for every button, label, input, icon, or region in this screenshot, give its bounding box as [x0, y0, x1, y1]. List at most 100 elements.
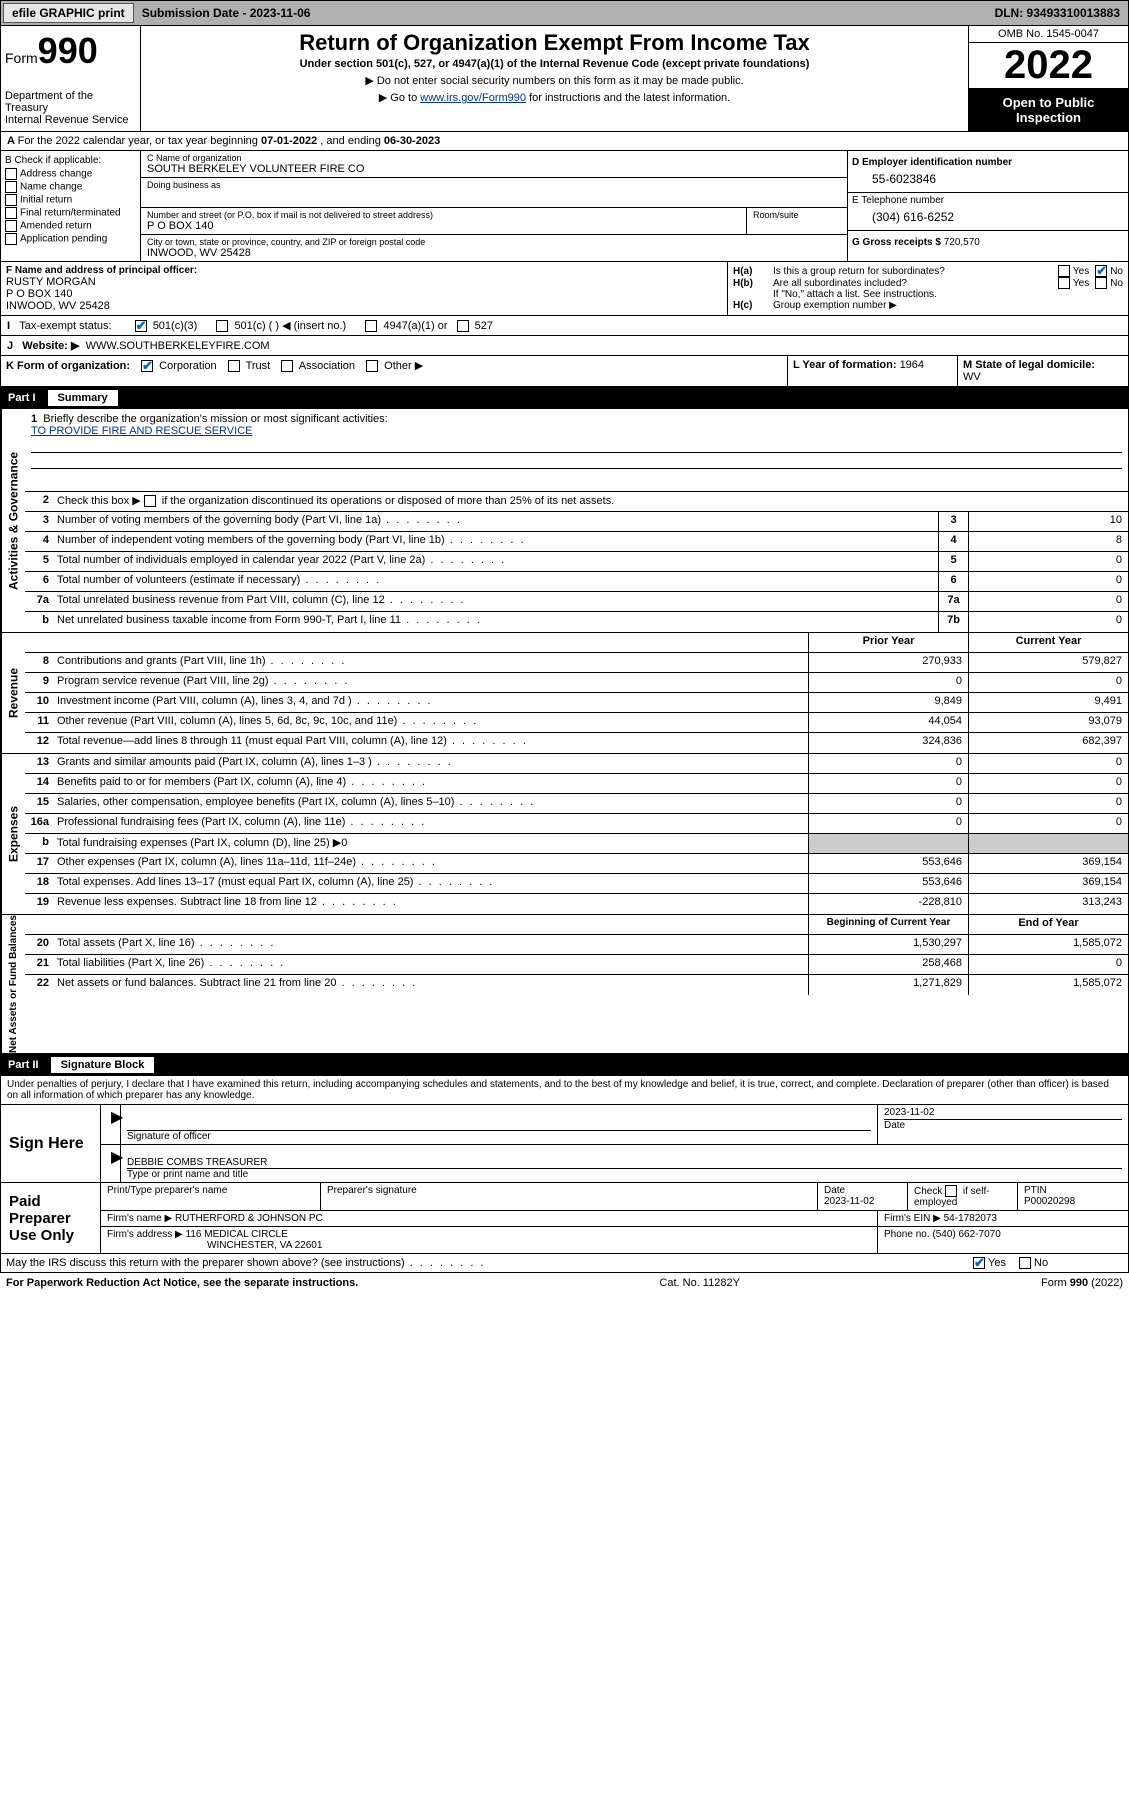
check-corp[interactable]	[141, 360, 153, 372]
line-k-formorg: K Form of organization: Corporation Trus…	[1, 356, 788, 386]
form-header: Form990 Department of the Treasury Inter…	[0, 26, 1129, 132]
part2-title: Signature Block	[51, 1057, 155, 1073]
check-initial-return[interactable]: Initial return	[5, 194, 136, 206]
block-revenue: Revenue Prior Year Current Year 8Contrib…	[0, 633, 1129, 754]
hb-no: No	[1110, 278, 1123, 289]
firm-phone-value: (540) 662-7070	[932, 1229, 1000, 1240]
may-irs-yes-check[interactable]	[973, 1257, 985, 1269]
check-trust[interactable]	[228, 360, 240, 372]
exp-row: bTotal fundraising expenses (Part IX, co…	[25, 834, 1128, 854]
firm-addr2: WINCHESTER, VA 22601	[107, 1240, 322, 1251]
rev-row: 11Other revenue (Part VIII, column (A), …	[25, 713, 1128, 733]
form-title-cell: Return of Organization Exempt From Incom…	[141, 26, 968, 131]
street-field: Number and street (or P.O. box if mail i…	[141, 208, 847, 235]
phone-value: (304) 616-6252	[852, 206, 1124, 228]
tax-year: 2022	[969, 43, 1128, 89]
line-a-taxyear: A For the 2022 calendar year, or tax yea…	[0, 132, 1129, 151]
check-discontinued[interactable]	[144, 495, 156, 507]
l-value: 1964	[900, 359, 924, 371]
may-irs-no-check[interactable]	[1019, 1257, 1031, 1269]
footer-left: For Paperwork Reduction Act Notice, see …	[6, 1277, 358, 1289]
part1-title: Summary	[48, 390, 118, 406]
rev-row: 8Contributions and grants (Part VIII, li…	[25, 653, 1128, 673]
exp-row: 16aProfessional fundraising fees (Part I…	[25, 814, 1128, 834]
hb-yes-check[interactable]	[1058, 277, 1070, 289]
phone-label: E Telephone number	[852, 195, 1124, 206]
form-number: 990	[38, 30, 98, 71]
check-assoc[interactable]	[281, 360, 293, 372]
net-header-row: Beginning of Current Year End of Year	[25, 915, 1128, 935]
block-netassets: Net Assets or Fund Balances Beginning of…	[0, 915, 1129, 1054]
col-f-officer: F Name and address of principal officer:…	[1, 262, 728, 315]
dba-label: Doing business as	[147, 180, 841, 190]
sig-officer-label: Signature of officer	[127, 1131, 871, 1142]
submission-date-label: Submission Date - 2023-11-06	[136, 4, 317, 22]
vlabel-expenses: Expenses	[1, 754, 25, 914]
check-527[interactable]	[457, 320, 469, 332]
prep-date-value: 2023-11-02	[824, 1196, 874, 1207]
l-label: L Year of formation:	[793, 359, 900, 371]
part1-number: Part I	[8, 392, 44, 404]
a-mid: , and ending	[317, 135, 384, 147]
mission-link[interactable]: TO PROVIDE FIRE AND RESCUE SERVICE	[31, 425, 252, 437]
j-value: WWW.SOUTHBERKELEYFIRE.COM	[86, 340, 270, 352]
part2-number: Part II	[8, 1059, 47, 1071]
mission-block: 1 Briefly describe the organization's mi…	[25, 409, 1128, 492]
firm-addr1: 116 MEDICAL CIRCLE	[186, 1229, 288, 1240]
ha-text: Is this a group return for subordinates?	[773, 266, 1058, 277]
vlabel-netassets: Net Assets or Fund Balances	[1, 915, 25, 1053]
hb-yes: Yes	[1073, 278, 1089, 289]
check-other[interactable]	[366, 360, 378, 372]
exp-row: 19Revenue less expenses. Subtract line 1…	[25, 894, 1128, 914]
col-h: H(a) Is this a group return for subordin…	[728, 262, 1128, 315]
ha-no: No	[1110, 266, 1123, 277]
j-label: Website: ▶	[22, 340, 79, 352]
k-o3: Association	[299, 360, 355, 372]
irs-link[interactable]: www.irs.gov/Form990	[420, 92, 526, 104]
check-app-pending[interactable]: Application pending	[5, 233, 136, 245]
check-address-change[interactable]: Address change	[5, 168, 136, 180]
a-end: 06-30-2023	[384, 135, 440, 147]
firm-ein-value: 54-1782073	[944, 1213, 997, 1224]
rev-header-row: Prior Year Current Year	[25, 633, 1128, 653]
col-current-header: Current Year	[968, 633, 1128, 652]
i-o4: 527	[475, 320, 493, 332]
ptin-label: PTIN	[1024, 1185, 1047, 1196]
vlabel-revenue: Revenue	[1, 633, 25, 753]
a-text: For the 2022 calendar year, or tax year …	[18, 135, 261, 147]
k-o1: Corporation	[159, 360, 216, 372]
check-501c3[interactable]	[135, 320, 147, 332]
col-c-org-info: C Name of organization SOUTH BERKELEY VO…	[141, 151, 848, 261]
sign-here-label: Sign Here	[1, 1105, 101, 1182]
check-self-employed[interactable]	[945, 1185, 957, 1197]
hc-text: Group exemption number ▶	[773, 300, 897, 311]
gross-label: G Gross receipts $	[852, 237, 944, 248]
efile-button[interactable]: efile GRAPHIC print	[3, 3, 134, 23]
col-begin-header: Beginning of Current Year	[808, 915, 968, 934]
rev-row: 9Program service revenue (Part VIII, lin…	[25, 673, 1128, 693]
row-i-j: I Tax-exempt status: 501(c)(3) 501(c) ( …	[0, 316, 1129, 356]
irs-label: Internal Revenue Service	[5, 114, 136, 126]
check-name-change[interactable]: Name change	[5, 181, 136, 193]
ha-yes-check[interactable]	[1058, 265, 1070, 277]
row-klm: K Form of organization: Corporation Trus…	[0, 356, 1129, 387]
opt-final: Final return/terminated	[20, 208, 121, 219]
check-501c[interactable]	[216, 320, 228, 332]
form-year-cell: OMB No. 1545-0047 2022 Open to Public In…	[968, 26, 1128, 131]
col-d-ein-phone: D Employer identification number 55-6023…	[848, 151, 1128, 261]
section-identity: B Check if applicable: Address change Na…	[0, 151, 1129, 262]
gov-row: 6Total number of volunteers (estimate if…	[25, 572, 1128, 592]
firm-ein-label: Firm's EIN ▶	[884, 1213, 941, 1224]
ha-no-check[interactable]	[1095, 265, 1107, 277]
org-name-label: C Name of organization	[147, 153, 841, 163]
hb-text: Are all subordinates included?	[773, 278, 1058, 289]
hb-no-check[interactable]	[1095, 277, 1107, 289]
col-end-header: End of Year	[968, 915, 1128, 934]
check-amended[interactable]: Amended return	[5, 220, 136, 232]
q1-text: Briefly describe the organization's miss…	[43, 413, 387, 425]
check-final-return[interactable]: Final return/terminated	[5, 207, 136, 219]
note-ssn: ▶ Do not enter social security numbers o…	[149, 74, 960, 87]
check-4947[interactable]	[365, 320, 377, 332]
i-o3: 4947(a)(1) or	[383, 320, 447, 332]
form-number-cell: Form990 Department of the Treasury Inter…	[1, 26, 141, 131]
